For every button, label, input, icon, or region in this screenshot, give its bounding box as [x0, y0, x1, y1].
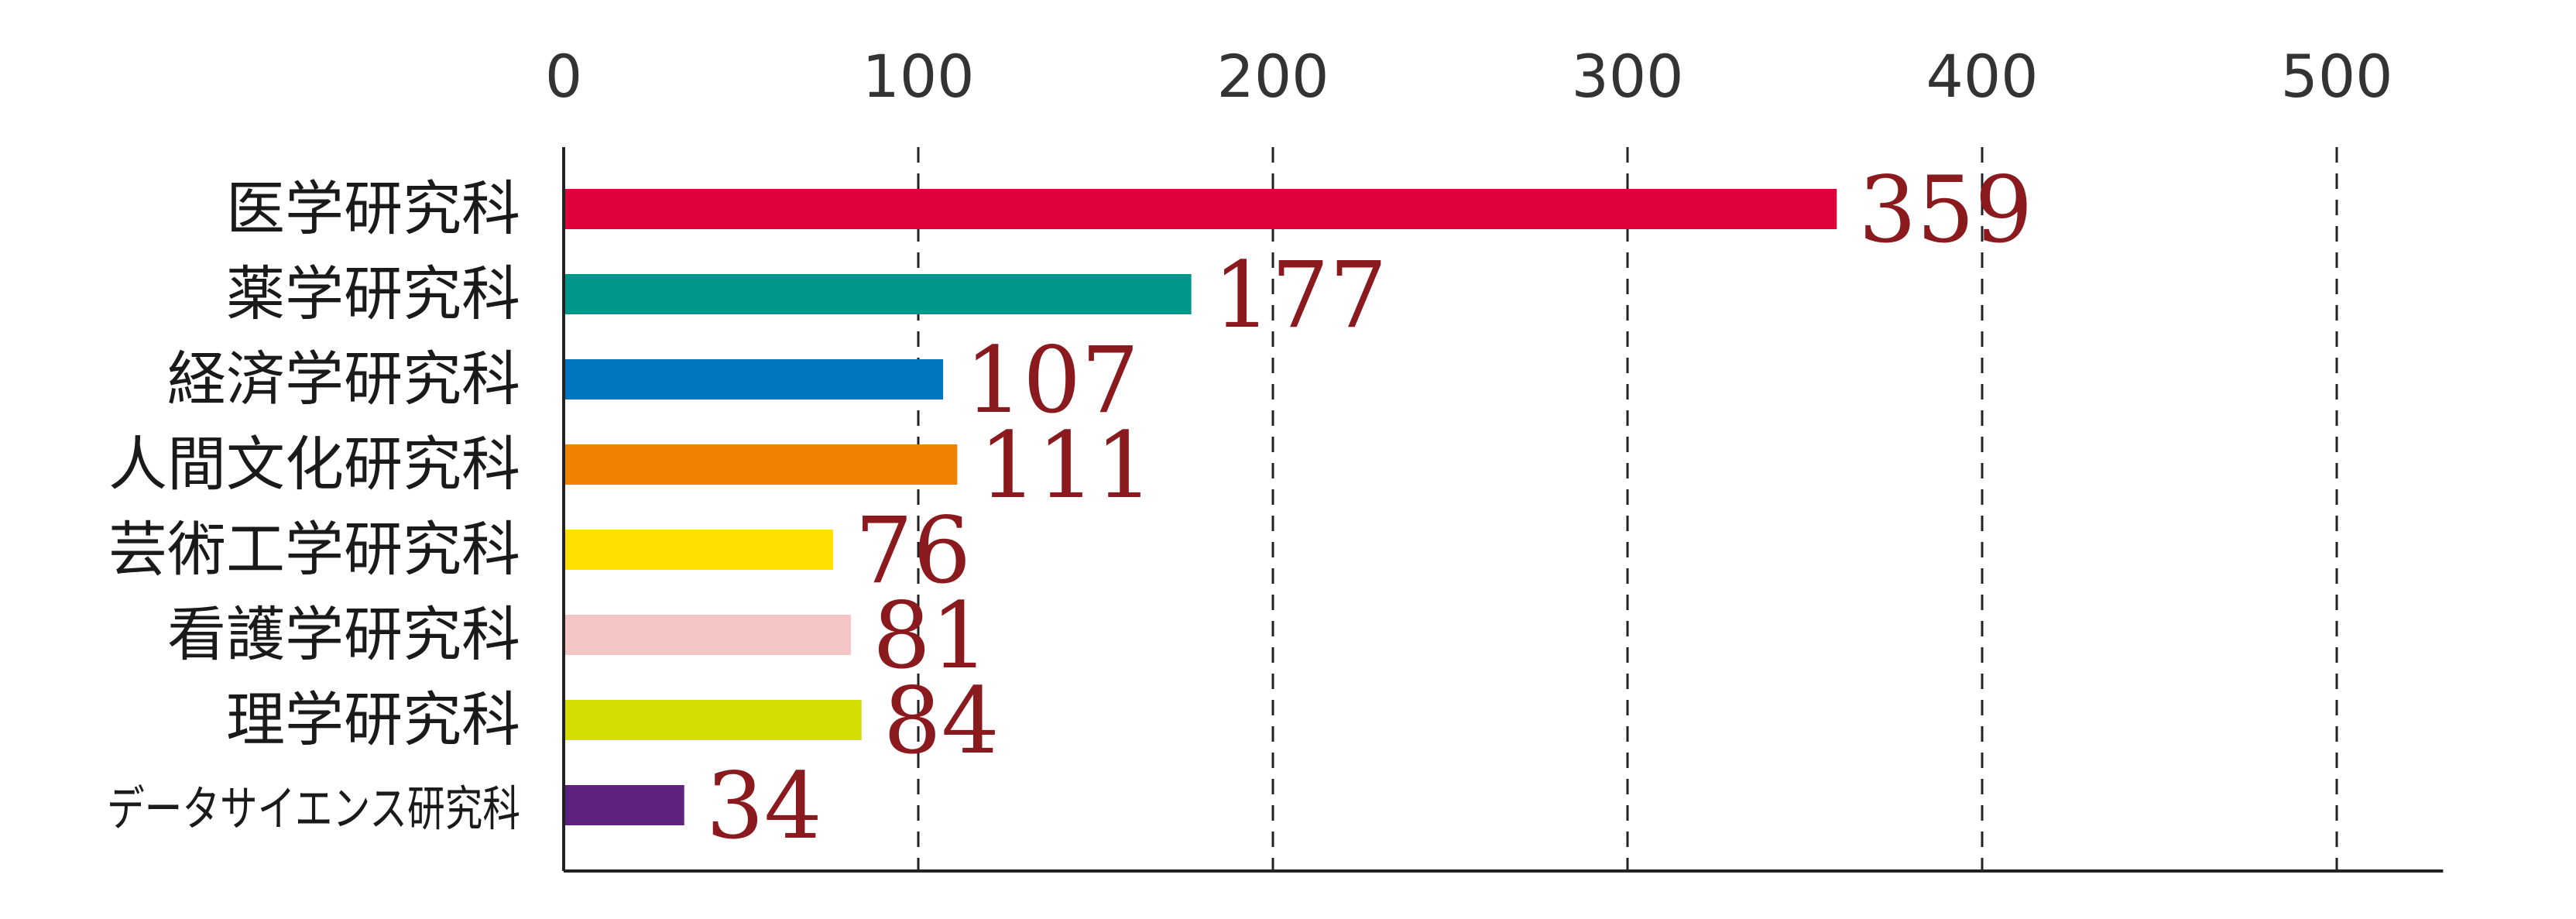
bar: [564, 530, 834, 570]
grid-lines: [917, 147, 2338, 871]
x-tick-label: 400: [1926, 42, 2038, 111]
category-label: 医学研究科: [226, 174, 520, 243]
category-label: 経済学研究科: [167, 345, 520, 413]
bar: [564, 785, 684, 825]
bar: [564, 444, 958, 485]
value-label: 81: [873, 582, 989, 689]
x-tick-labels: 0 100 200 300 400 500: [545, 42, 2393, 111]
value-label: 107: [965, 327, 1139, 434]
value-label: 111: [979, 412, 1153, 519]
value-label: 84: [883, 667, 1000, 774]
category-label: 看護学研究科: [167, 600, 520, 669]
value-label: 177: [1213, 242, 1387, 348]
bar: [564, 615, 851, 655]
category-label: 薬学研究科: [226, 259, 520, 328]
value-label: 359: [1858, 156, 2032, 263]
x-tick-label: 200: [1216, 42, 1329, 111]
x-tick-label: 300: [1571, 42, 1683, 111]
category-label: データサイエンス研究科: [107, 780, 520, 837]
bar: [564, 189, 1837, 229]
category-label: 芸術工学研究科: [108, 515, 520, 584]
x-tick-label: 500: [2280, 42, 2392, 111]
bar: [564, 274, 1192, 314]
category-label: 人間文化研究科: [108, 430, 520, 499]
bar: [564, 700, 862, 740]
value-label: 76: [855, 497, 971, 604]
bars: [564, 189, 1837, 825]
x-tick-label: 100: [862, 42, 974, 111]
category-label: 理学研究科: [226, 685, 520, 754]
category-labels: 医学研究科薬学研究科経済学研究科人間文化研究科芸術工学研究科看護学研究科理学研究…: [107, 174, 520, 837]
x-tick-label: 0: [545, 42, 582, 111]
value-label: 34: [706, 753, 822, 859]
bar: [564, 359, 944, 399]
